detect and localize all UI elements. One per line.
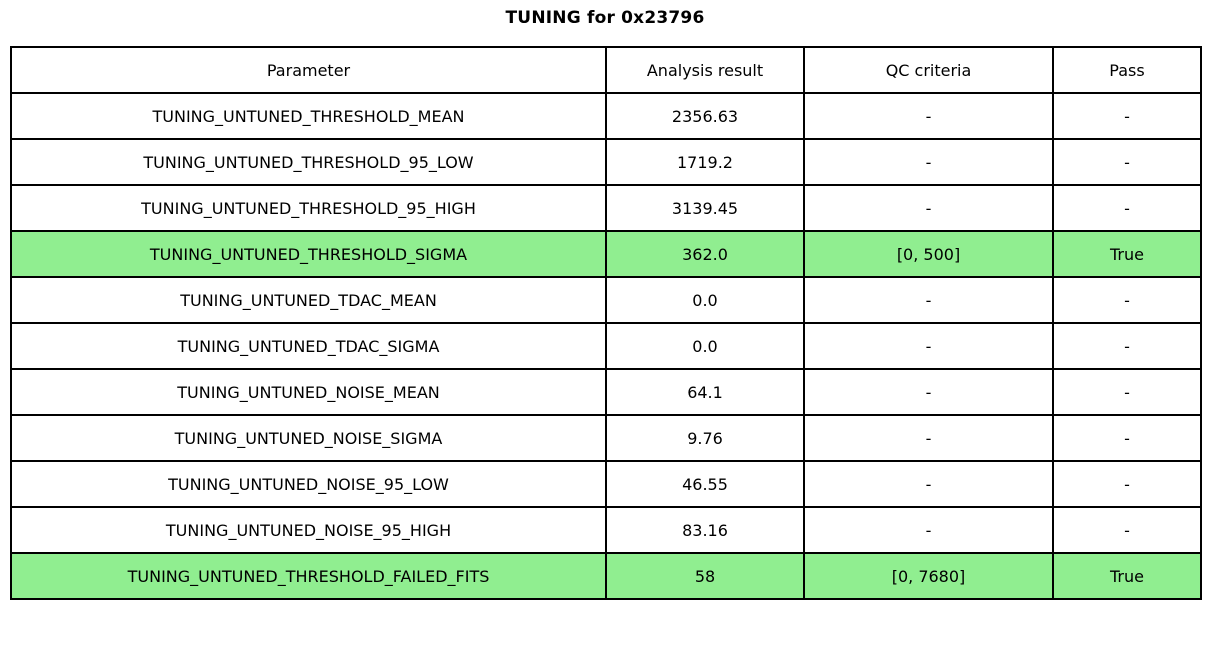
cell-parameter: TUNING_UNTUNED_NOISE_MEAN bbox=[10, 368, 607, 416]
table-row: TUNING_UNTUNED_THRESHOLD_SIGMA 362.0 [0,… bbox=[10, 230, 1202, 278]
cell-qc-criteria: - bbox=[803, 322, 1054, 370]
cell-analysis-result: 0.0 bbox=[605, 322, 805, 370]
column-header-analysis-result: Analysis result bbox=[605, 46, 805, 94]
header-row: Parameter Analysis result QC criteria Pa… bbox=[10, 46, 1202, 94]
cell-pass: - bbox=[1052, 322, 1202, 370]
table-row: TUNING_UNTUNED_TDAC_SIGMA 0.0 - - bbox=[10, 322, 1202, 370]
table-row: TUNING_UNTUNED_THRESHOLD_95_LOW 1719.2 -… bbox=[10, 138, 1202, 186]
cell-analysis-result: 1719.2 bbox=[605, 138, 805, 186]
table-row: TUNING_UNTUNED_TDAC_MEAN 0.0 - - bbox=[10, 276, 1202, 324]
cell-parameter: TUNING_UNTUNED_THRESHOLD_95_HIGH bbox=[10, 184, 607, 232]
cell-parameter: TUNING_UNTUNED_THRESHOLD_95_LOW bbox=[10, 138, 607, 186]
cell-analysis-result: 58 bbox=[605, 552, 805, 600]
cell-analysis-result: 64.1 bbox=[605, 368, 805, 416]
cell-analysis-result: 9.76 bbox=[605, 414, 805, 462]
cell-parameter: TUNING_UNTUNED_NOISE_95_LOW bbox=[10, 460, 607, 508]
cell-pass: - bbox=[1052, 138, 1202, 186]
cell-pass: - bbox=[1052, 414, 1202, 462]
qc-results-table: Parameter Analysis result QC criteria Pa… bbox=[10, 46, 1202, 600]
table-row: TUNING_UNTUNED_NOISE_SIGMA 9.76 - - bbox=[10, 414, 1202, 462]
cell-parameter: TUNING_UNTUNED_NOISE_SIGMA bbox=[10, 414, 607, 462]
cell-qc-criteria: - bbox=[803, 506, 1054, 554]
table-row: TUNING_UNTUNED_NOISE_MEAN 64.1 - - bbox=[10, 368, 1202, 416]
cell-pass: - bbox=[1052, 506, 1202, 554]
table-row: TUNING_UNTUNED_THRESHOLD_FAILED_FITS 58 … bbox=[10, 552, 1202, 600]
cell-parameter: TUNING_UNTUNED_TDAC_MEAN bbox=[10, 276, 607, 324]
table-row: TUNING_UNTUNED_THRESHOLD_MEAN 2356.63 - … bbox=[10, 92, 1202, 140]
cell-qc-criteria: - bbox=[803, 138, 1054, 186]
cell-pass: - bbox=[1052, 92, 1202, 140]
cell-analysis-result: 83.16 bbox=[605, 506, 805, 554]
cell-analysis-result: 362.0 bbox=[605, 230, 805, 278]
cell-analysis-result: 0.0 bbox=[605, 276, 805, 324]
cell-qc-criteria: [0, 500] bbox=[803, 230, 1054, 278]
cell-parameter: TUNING_UNTUNED_NOISE_95_HIGH bbox=[10, 506, 607, 554]
cell-analysis-result: 2356.63 bbox=[605, 92, 805, 140]
cell-pass: True bbox=[1052, 230, 1202, 278]
cell-qc-criteria: - bbox=[803, 276, 1054, 324]
cell-pass: - bbox=[1052, 276, 1202, 324]
cell-pass: - bbox=[1052, 184, 1202, 232]
cell-qc-criteria: - bbox=[803, 414, 1054, 462]
cell-analysis-result: 46.55 bbox=[605, 460, 805, 508]
cell-qc-criteria: - bbox=[803, 184, 1054, 232]
cell-pass: True bbox=[1052, 552, 1202, 600]
cell-parameter: TUNING_UNTUNED_THRESHOLD_MEAN bbox=[10, 92, 607, 140]
cell-parameter: TUNING_UNTUNED_THRESHOLD_SIGMA bbox=[10, 230, 607, 278]
cell-qc-criteria: - bbox=[803, 368, 1054, 416]
cell-qc-criteria: - bbox=[803, 92, 1054, 140]
cell-pass: - bbox=[1052, 368, 1202, 416]
cell-pass: - bbox=[1052, 460, 1202, 508]
cell-parameter: TUNING_UNTUNED_THRESHOLD_FAILED_FITS bbox=[10, 552, 607, 600]
column-header-parameter: Parameter bbox=[10, 46, 607, 94]
cell-parameter: TUNING_UNTUNED_TDAC_SIGMA bbox=[10, 322, 607, 370]
column-header-pass: Pass bbox=[1052, 46, 1202, 94]
page-title: TUNING for 0x23796 bbox=[505, 8, 705, 28]
table-row: TUNING_UNTUNED_NOISE_95_LOW 46.55 - - bbox=[10, 460, 1202, 508]
cell-qc-criteria: - bbox=[803, 460, 1054, 508]
cell-analysis-result: 3139.45 bbox=[605, 184, 805, 232]
cell-qc-criteria: [0, 7680] bbox=[803, 552, 1054, 600]
table-row: TUNING_UNTUNED_THRESHOLD_95_HIGH 3139.45… bbox=[10, 184, 1202, 232]
table-row: TUNING_UNTUNED_NOISE_95_HIGH 83.16 - - bbox=[10, 506, 1202, 554]
column-header-qc-criteria: QC criteria bbox=[803, 46, 1054, 94]
